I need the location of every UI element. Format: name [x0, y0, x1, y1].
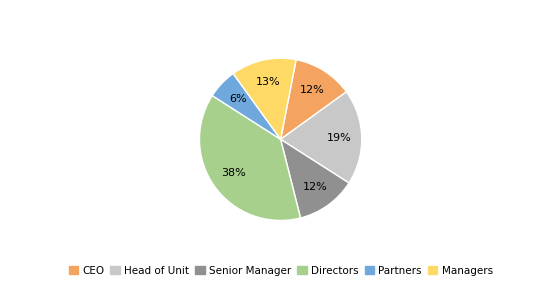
Wedge shape: [280, 60, 347, 139]
Legend: CEO, Head of Unit, Senior Manager, Directors, Partners, Managers: CEO, Head of Unit, Senior Manager, Direc…: [65, 262, 497, 280]
Text: 12%: 12%: [300, 85, 325, 95]
Wedge shape: [213, 74, 280, 139]
Text: 6%: 6%: [229, 94, 247, 104]
Text: 19%: 19%: [327, 133, 352, 143]
Wedge shape: [233, 58, 296, 139]
Text: 38%: 38%: [221, 169, 246, 178]
Text: 13%: 13%: [256, 77, 280, 87]
Text: 12%: 12%: [302, 182, 327, 192]
Wedge shape: [199, 96, 300, 221]
Wedge shape: [280, 139, 349, 218]
Wedge shape: [280, 92, 362, 183]
